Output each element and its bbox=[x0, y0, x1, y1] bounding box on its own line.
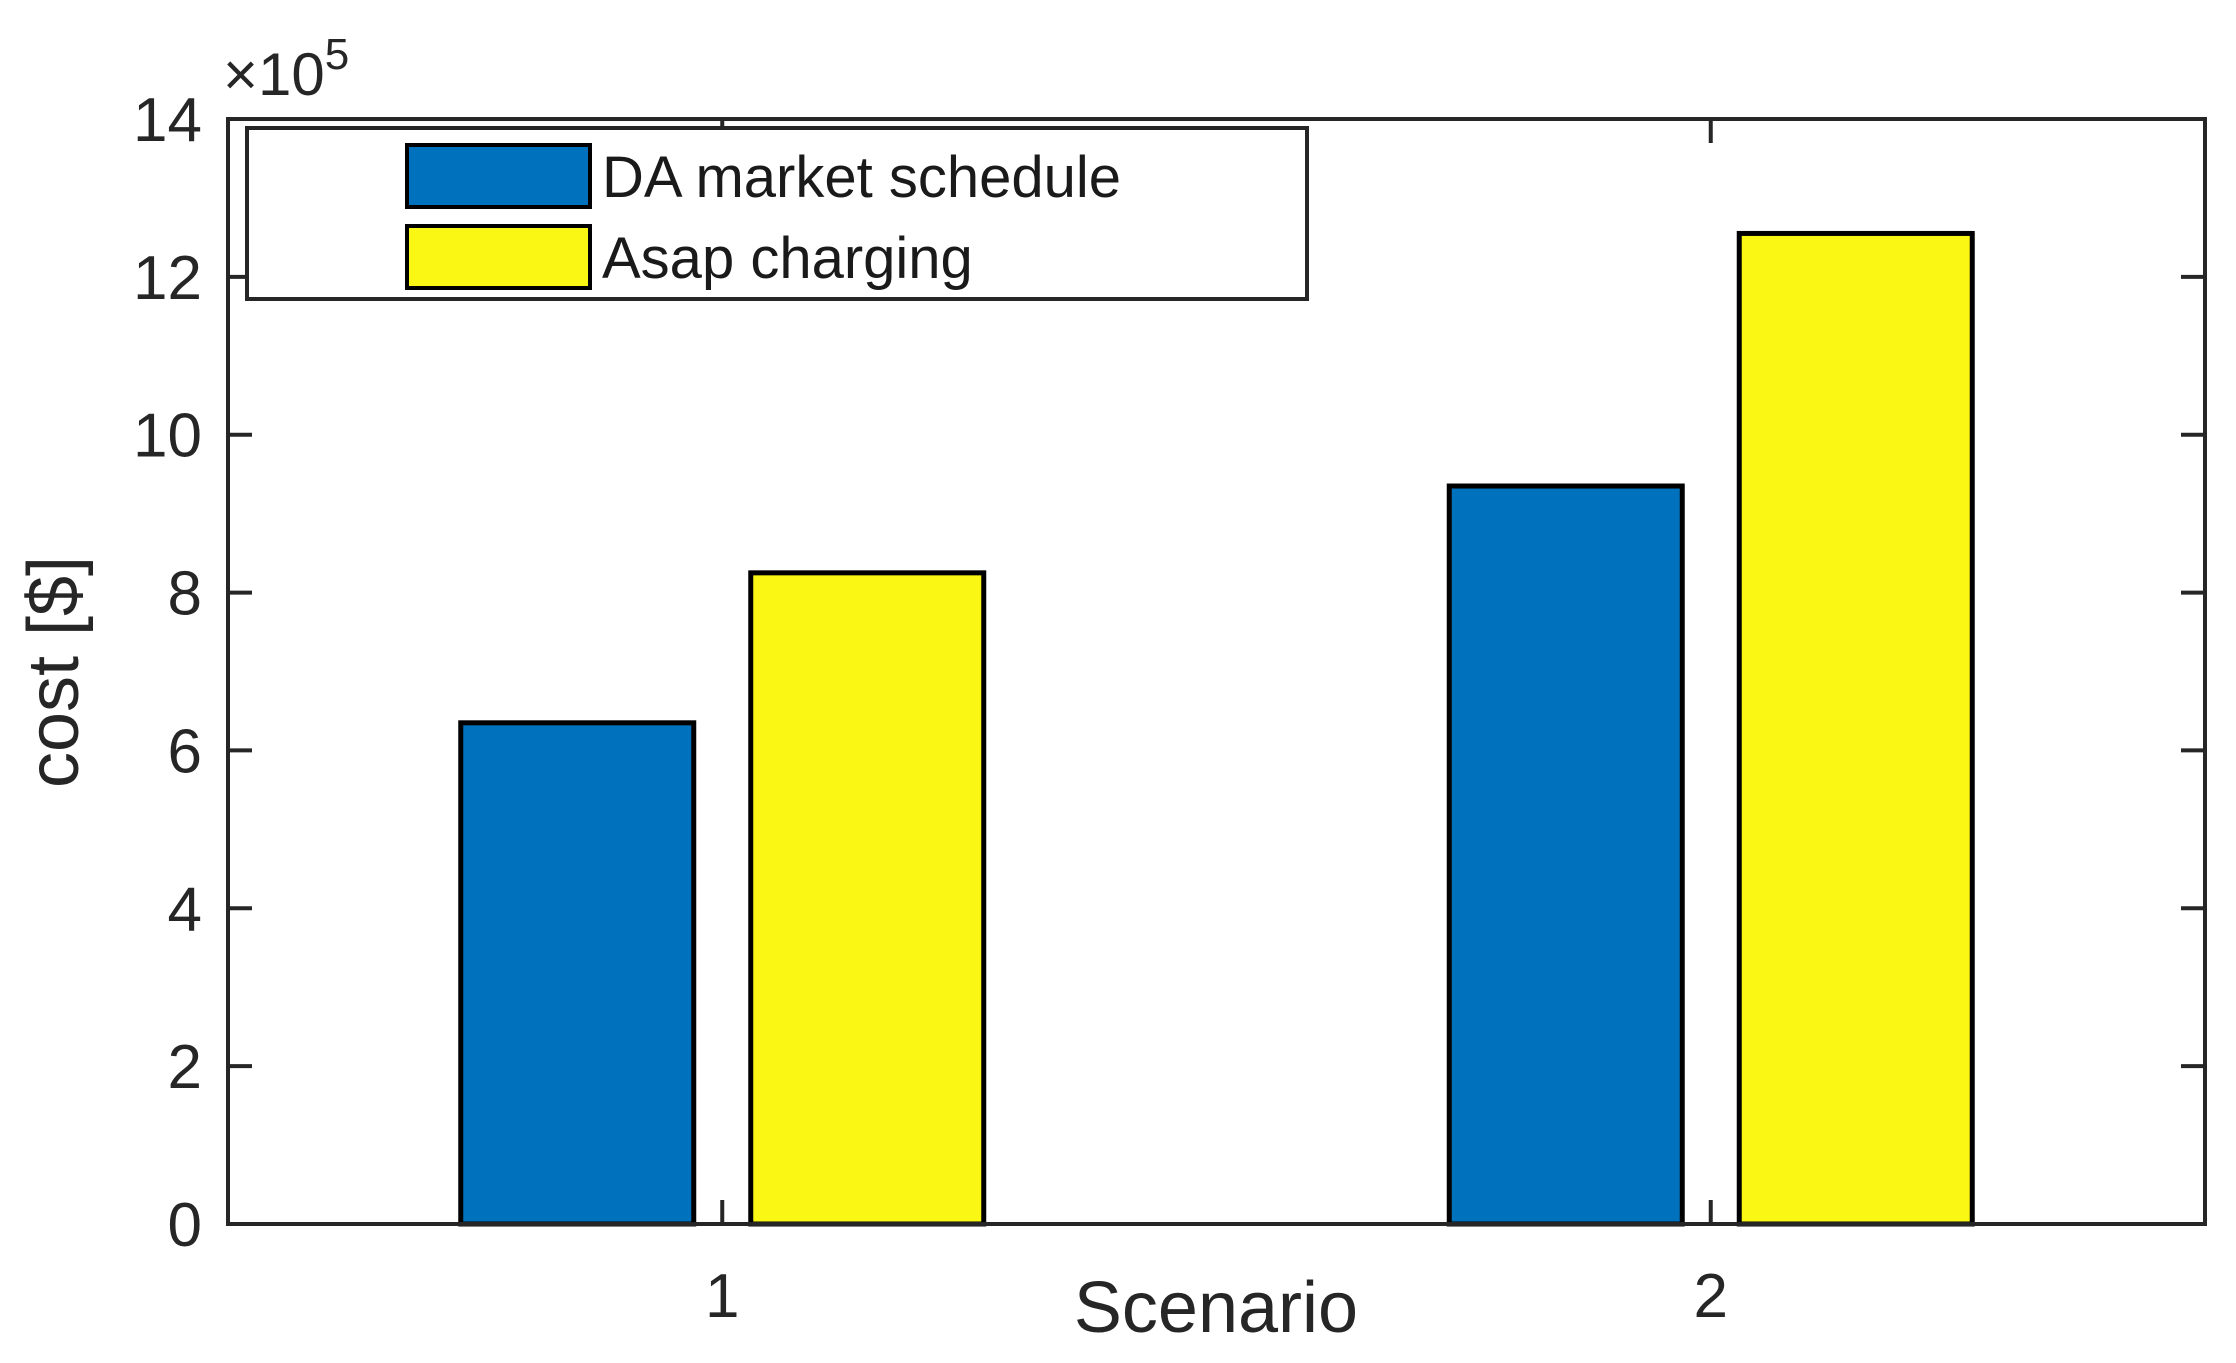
bar-scenario2-series1 bbox=[1446, 483, 1685, 1227]
y-axis-exponent-sup: 5 bbox=[325, 30, 349, 79]
y-tick-labels: 0 2 4 6 8 10 12 14 bbox=[133, 86, 202, 1260]
y-tick-label: 0 bbox=[168, 1191, 202, 1260]
y-tick-label: 4 bbox=[168, 875, 202, 944]
bar-scenario1-series2 bbox=[748, 570, 987, 1227]
y-tick-label: 10 bbox=[133, 402, 202, 471]
y-axis-exponent-prefix: ×10 bbox=[223, 41, 325, 108]
y-tick-label: 6 bbox=[168, 717, 202, 786]
legend: DA market schedule Asap charging bbox=[245, 126, 1309, 301]
plot-border bbox=[226, 117, 2207, 1226]
y-axis-label: cost [$] bbox=[14, 556, 94, 788]
legend-swatch-series1 bbox=[405, 143, 592, 209]
y-tick-label: 14 bbox=[133, 86, 202, 155]
y-tick-label: 2 bbox=[168, 1033, 202, 1102]
x-tick-label: 1 bbox=[705, 1262, 739, 1331]
x-axis-label: Scenario bbox=[1074, 1268, 1358, 1348]
bars-layer bbox=[458, 230, 1975, 1227]
bar-scenario1-series1 bbox=[458, 720, 697, 1227]
legend-swatch-series2 bbox=[405, 224, 592, 290]
legend-rows: DA market schedule Asap charging bbox=[405, 143, 1121, 291]
y-tick-label: 12 bbox=[133, 244, 202, 313]
bar-scenario2-series2 bbox=[1736, 230, 1975, 1227]
x-tick-label: 2 bbox=[1694, 1262, 1728, 1331]
y-axis-exponent: ×105 bbox=[223, 30, 349, 108]
y-tick-label: 8 bbox=[168, 560, 202, 629]
legend-entry-label: DA market schedule bbox=[602, 145, 1121, 210]
legend-entry-label: Asap charging bbox=[602, 226, 973, 291]
